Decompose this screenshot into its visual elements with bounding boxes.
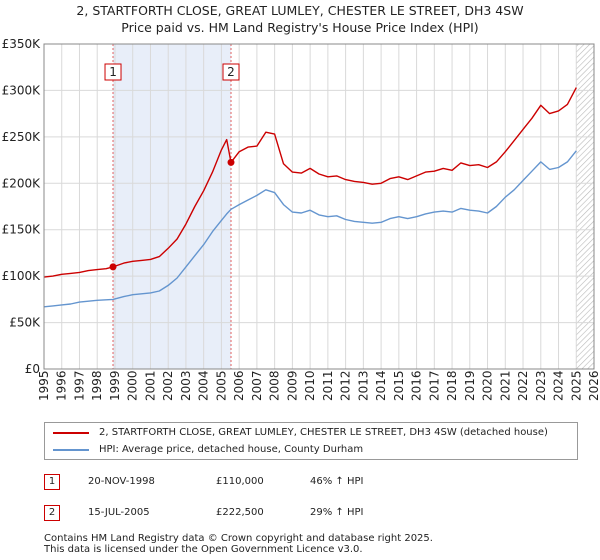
hpi-line: [43, 150, 577, 308]
legend-swatch-property: [53, 432, 89, 434]
x-tick-label: 2018: [445, 370, 459, 401]
transaction-badge: 1: [44, 474, 60, 490]
footer-copyright: Contains HM Land Registry data © Crown c…: [44, 533, 433, 544]
x-tick-label: 2000: [126, 370, 140, 401]
transaction-row: 1 20-NOV-1998 £110,000 46% ↑ HPI: [44, 474, 524, 494]
transaction-hpi-change: 46% ↑ HPI: [310, 476, 364, 487]
x-tick-label: 2026: [587, 370, 600, 401]
x-tick-label: 2016: [410, 370, 424, 401]
x-tick-label: 1995: [37, 370, 51, 401]
x-tick-label: 2022: [516, 370, 530, 401]
sale-point: [109, 263, 117, 271]
x-tick-label: 1997: [72, 370, 86, 401]
x-tick-label: 1996: [55, 370, 69, 401]
x-tick-label: 2014: [374, 370, 388, 401]
x-tick-label: 2013: [356, 370, 370, 401]
x-tick-label: 1999: [108, 370, 122, 401]
chart-title-line1: 2, STARTFORTH CLOSE, GREAT LUMLEY, CHEST…: [76, 3, 524, 18]
x-tick-label: 2003: [179, 370, 193, 401]
x-tick-label: 2002: [161, 370, 175, 401]
x-tick-label: 2005: [214, 370, 228, 401]
x-tick-label: 2017: [427, 370, 441, 401]
x-tick-label: 2006: [232, 370, 246, 401]
y-tick-label: £350K: [2, 37, 42, 51]
x-tick-label: 2008: [268, 370, 282, 401]
transaction-price: £110,000: [216, 476, 264, 487]
y-tick-label: £150K: [2, 223, 42, 237]
transaction-hpi-change: 29% ↑ HPI: [310, 507, 364, 518]
x-tick-label: 2009: [285, 370, 299, 401]
property-price-line: [43, 87, 577, 278]
transaction-badge: 2: [44, 505, 60, 521]
x-tick-label: 1998: [90, 370, 104, 401]
transaction-price: £222,500: [216, 507, 264, 518]
price-chart: 1 2 £0 £50K £100K £150K £200K £250K £300K £350K 19…: [2, 37, 600, 401]
sale-label-box: [222, 63, 240, 81]
future-hatch-region: [576, 44, 594, 369]
chart-title-line2: Price paid vs. HM Land Registry's House …: [121, 20, 479, 35]
x-tick-label: 2023: [534, 370, 548, 401]
sale-label-box: [104, 63, 122, 81]
sale-label-text: 2: [227, 65, 235, 79]
y-tick-label: £200K: [2, 176, 42, 190]
sale-period-shading: [113, 44, 231, 369]
x-tick-label: 2012: [339, 370, 353, 401]
x-tick-label: 2024: [552, 370, 566, 401]
x-tick-label: 2021: [498, 370, 512, 401]
x-tick-label: 2019: [463, 370, 477, 401]
transaction-row: 2 15-JUL-2005 £222,500 29% ↑ HPI: [44, 505, 524, 525]
y-tick-label: £300K: [2, 83, 42, 97]
sale-point: [227, 158, 235, 166]
x-tick-label: 2011: [321, 370, 335, 401]
legend-label-property: 2, STARTFORTH CLOSE, GREAT LUMLEY, CHEST…: [99, 427, 548, 438]
footer-license: This data is licensed under the Open Gov…: [44, 544, 363, 555]
x-tick-label: 2004: [197, 370, 211, 401]
y-tick-label: £250K: [2, 130, 42, 144]
legend-label-hpi: HPI: Average price, detached house, Coun…: [99, 444, 364, 455]
legend-swatch-hpi: [53, 449, 89, 451]
x-tick-label: 2001: [143, 370, 157, 401]
x-tick-label: 2020: [481, 370, 495, 401]
x-tick-label: 2007: [250, 370, 264, 401]
plot-frame: [43, 43, 595, 370]
x-tick-label: 2025: [569, 370, 583, 401]
transaction-date: 15-JUL-2005: [88, 507, 150, 518]
chart-legend: 2, STARTFORTH CLOSE, GREAT LUMLEY, CHEST…: [44, 422, 578, 460]
x-tick-label: 2015: [392, 370, 406, 401]
transaction-date: 20-NOV-1998: [88, 476, 155, 487]
y-tick-label: £0: [25, 362, 40, 376]
sale-label-text: 1: [109, 65, 117, 79]
x-tick-label: 2010: [303, 370, 317, 401]
y-tick-label: £50K: [9, 316, 41, 330]
y-tick-label: £100K: [2, 269, 42, 283]
